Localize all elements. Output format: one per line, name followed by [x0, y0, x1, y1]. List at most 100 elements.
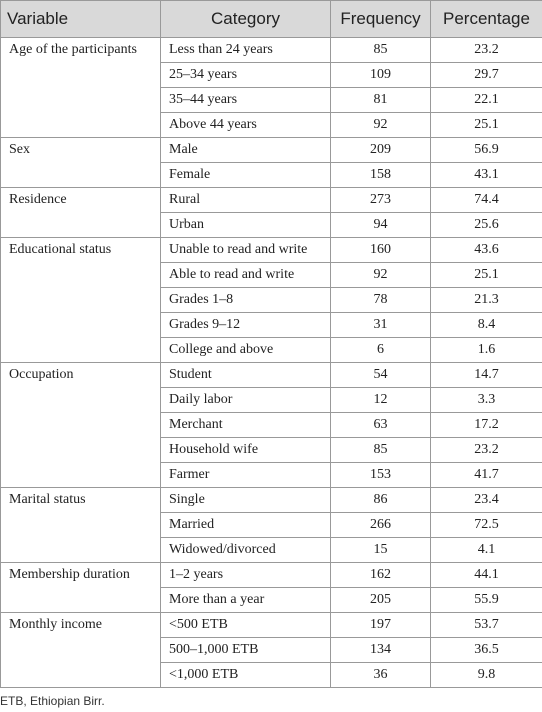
frequency-cell: 153 [330, 462, 431, 488]
frequency-cell: 109 [330, 62, 431, 88]
category-cell: 1–2 years [160, 562, 331, 588]
category-cell: Farmer [160, 462, 331, 488]
footnote: ETB, Ethiopian Birr. [0, 694, 105, 708]
category-cell: Above 44 years [160, 112, 331, 138]
table-row: Grades 1–8 78 21.3 [1, 287, 542, 313]
table-row: Above 44 years 92 25.1 [1, 112, 542, 138]
frequency-cell: 266 [330, 512, 431, 538]
percentage-cell: 1.6 [430, 337, 542, 363]
variable-cell: Residence [0, 187, 161, 238]
variable-cell: Marital status [0, 487, 161, 563]
category-cell: Widowed/divorced [160, 537, 331, 563]
frequency-cell: 54 [330, 362, 431, 388]
frequency-cell: 94 [330, 212, 431, 238]
percentage-cell: 22.1 [430, 87, 542, 113]
header-cell: Category [160, 0, 331, 38]
frequency-cell: 85 [330, 37, 431, 63]
frequency-cell: 85 [330, 437, 431, 463]
percentage-cell: 17.2 [430, 412, 542, 438]
header-cell: Percentage [430, 0, 542, 38]
frequency-cell: 36 [330, 662, 431, 688]
header-row: Variable Category Frequency Percentage [0, 0, 542, 38]
header-cell: Variable [0, 0, 161, 38]
percentage-cell: 23.4 [430, 487, 542, 513]
table-row: College and above 6 1.6 [1, 337, 542, 363]
category-cell: Single [160, 487, 331, 513]
category-cell: Male [160, 137, 331, 163]
category-cell: Unable to read and write [160, 237, 331, 263]
percentage-cell: 9.8 [430, 662, 542, 688]
frequency-cell: 205 [330, 587, 431, 613]
percentage-cell: 53.7 [430, 612, 542, 638]
percentage-cell: 55.9 [430, 587, 542, 613]
percentage-cell: 43.1 [430, 162, 542, 188]
table-row: Grades 9–12 31 8.4 [1, 312, 542, 338]
category-cell: Grades 9–12 [160, 312, 331, 338]
frequency-cell: 209 [330, 137, 431, 163]
variable-cell: Sex [0, 137, 161, 188]
variable-cell: Membership duration [0, 562, 161, 613]
table-row: Able to read and write 92 25.1 [1, 262, 542, 288]
category-cell: 25–34 years [160, 62, 331, 88]
percentage-cell: 14.7 [430, 362, 542, 388]
variable-cell: Educational status [0, 237, 161, 363]
table-row: Widowed/divorced 15 4.1 [1, 537, 542, 563]
frequency-cell: 273 [330, 187, 431, 213]
frequency-cell: 162 [330, 562, 431, 588]
table-body: Age of the participants Less than 24 year… [0, 37, 542, 688]
percentage-cell: 4.1 [430, 537, 542, 563]
table-row: Female 158 43.1 [1, 162, 542, 188]
percentage-cell: 23.2 [430, 37, 542, 63]
table-row: Married 266 72.5 [1, 512, 542, 538]
percentage-cell: 25.1 [430, 262, 542, 288]
table-row: 35–44 years 81 22.1 [1, 87, 542, 113]
category-cell: Less than 24 years [160, 37, 331, 63]
frequency-cell: 160 [330, 237, 431, 263]
table-row: Occupation Student 54 14.7 [0, 362, 542, 488]
table-row: Membership duration 1–2 years 162 44.1 [0, 562, 542, 613]
percentage-cell: 43.6 [430, 237, 542, 263]
variable-cell: Monthly income [0, 612, 161, 688]
variable-cell: Age of the participants [0, 37, 161, 138]
category-cell: Rural [160, 187, 331, 213]
table-row: Monthly income <500 ETB 197 53.7 [0, 612, 542, 688]
percentage-cell: 44.1 [430, 562, 542, 588]
table-row: More than a year 205 55.9 [1, 587, 542, 613]
header-cell: Frequency [330, 0, 431, 38]
frequency-cell: 197 [330, 612, 431, 638]
percentage-cell: 36.5 [430, 637, 542, 663]
category-cell: Married [160, 512, 331, 538]
table-row: Marital status Single 86 23.4 [0, 487, 542, 563]
data-table: Variable Category Frequency Percentage A… [0, 0, 542, 688]
frequency-cell: 31 [330, 312, 431, 338]
table-row: Sex Male 209 56.9 [0, 137, 542, 188]
percentage-cell: 29.7 [430, 62, 542, 88]
percentage-cell: 25.1 [430, 112, 542, 138]
frequency-cell: 81 [330, 87, 431, 113]
category-cell: Urban [160, 212, 331, 238]
percentage-cell: 41.7 [430, 462, 542, 488]
percentage-cell: 21.3 [430, 287, 542, 313]
table-row: Educational status Unable to read and wri… [0, 237, 542, 363]
category-cell: Merchant [160, 412, 331, 438]
category-cell: 500–1,000 ETB [160, 637, 331, 663]
percentage-cell: 23.2 [430, 437, 542, 463]
frequency-cell: 158 [330, 162, 431, 188]
category-cell: 35–44 years [160, 87, 331, 113]
category-cell: Daily labor [160, 387, 331, 413]
variable-cell: Occupation [0, 362, 161, 488]
category-cell: Grades 1–8 [160, 287, 331, 313]
percentage-cell: 25.6 [430, 212, 542, 238]
frequency-cell: 92 [330, 262, 431, 288]
category-cell: Female [160, 162, 331, 188]
frequency-cell: 86 [330, 487, 431, 513]
category-cell: College and above [160, 337, 331, 363]
category-cell: <1,000 ETB [160, 662, 331, 688]
table-row: <1,000 ETB 36 9.8 [1, 662, 542, 688]
percentage-cell: 74.4 [430, 187, 542, 213]
table-row: Residence Rural 273 74.4 [0, 187, 542, 238]
table-row: Age of the participants Less than 24 year… [0, 37, 542, 138]
category-cell: <500 ETB [160, 612, 331, 638]
percentage-cell: 56.9 [430, 137, 542, 163]
frequency-cell: 63 [330, 412, 431, 438]
